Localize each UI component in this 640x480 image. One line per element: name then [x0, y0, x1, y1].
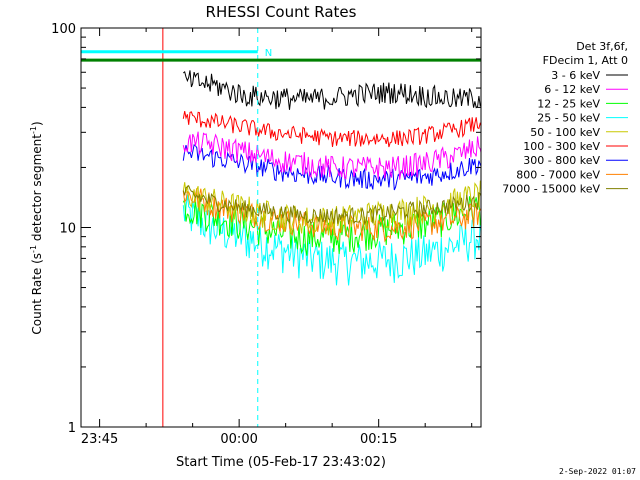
series-line-6 — [182, 144, 481, 191]
x-tick-label: 00:00 — [220, 432, 257, 447]
y-tick-label: 1 — [68, 421, 76, 436]
legend-label-8: 7000 - 15000 keV — [502, 183, 600, 196]
legend-label-0: 3 - 6 keV — [551, 69, 600, 82]
y-axis-label-mid: detector segment — [30, 134, 44, 245]
series-line-1 — [182, 131, 481, 180]
legend-label-2: 12 - 25 keV — [537, 97, 600, 110]
legend-label-3: 25 - 50 keV — [537, 112, 600, 125]
series-layer — [182, 70, 481, 286]
marker-layer — [162, 28, 259, 427]
legend-header-line-1: Det 3f,6f, — [576, 40, 628, 53]
series-line-8 — [182, 184, 481, 226]
legend-label-4: 50 - 100 keV — [530, 126, 600, 139]
y-axis-label: Count Rate (s-1 detector segment-1) — [29, 121, 44, 334]
flag-label-0: N — [265, 48, 272, 59]
legend-label-6: 300 - 800 keV — [523, 154, 600, 167]
y-axis-label-start: Count Rate (s — [30, 253, 44, 335]
legend-label-5: 100 - 300 keV — [523, 140, 600, 153]
footer-timestamp: 2-Sep-2022 01:07 — [559, 467, 636, 476]
x-tick-label: 00:15 — [360, 432, 397, 447]
flag-label-5: RD6 — [489, 65, 510, 76]
series-line-3 — [182, 194, 481, 286]
legend-header-line-2: FDecim 1, Att 0 — [543, 54, 628, 67]
x-axis: 23:45 00:00 00:15 — [81, 28, 473, 447]
y-axis-label-sup2: -1 — [29, 126, 38, 134]
series-line-5 — [182, 111, 481, 148]
y-axis-label-sup1: -1 — [29, 245, 38, 253]
y-tick-label: 100 — [51, 22, 76, 37]
x-tick-label: 23:45 — [81, 432, 118, 447]
flag-layer: NSRD9RD6 — [81, 48, 510, 76]
legend-label-7: 800 - 7000 keV — [516, 168, 600, 181]
series-line-0 — [182, 70, 481, 110]
chart-title: RHESSI Count Rates — [206, 3, 357, 21]
legend-label-1: 6 - 12 keV — [544, 83, 600, 96]
y-axis: 1 10 100 — [51, 22, 481, 436]
x-axis-label: Start Time (05-Feb-17 23:43:02) — [176, 455, 386, 470]
y-tick-label: 10 — [59, 222, 76, 237]
series-line-4 — [182, 180, 481, 236]
series-line-7 — [182, 188, 481, 243]
y-axis-label-end: ) — [30, 121, 44, 126]
